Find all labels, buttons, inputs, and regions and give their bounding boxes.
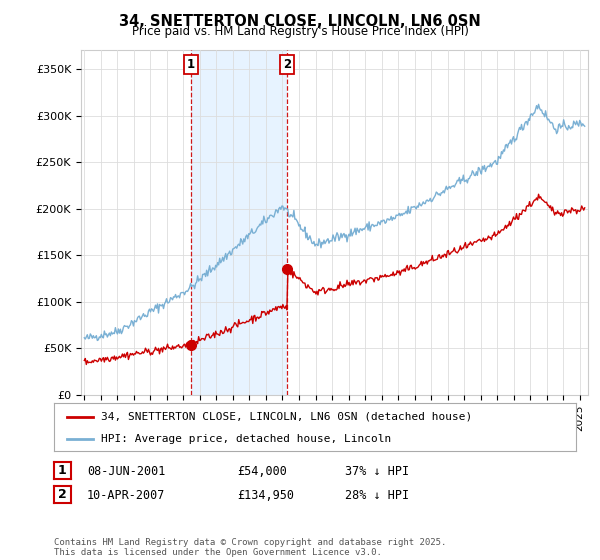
Text: 2: 2 xyxy=(283,58,291,71)
Text: Contains HM Land Registry data © Crown copyright and database right 2025.
This d: Contains HM Land Registry data © Crown c… xyxy=(54,538,446,557)
Text: 37% ↓ HPI: 37% ↓ HPI xyxy=(345,465,409,478)
Text: 1: 1 xyxy=(58,464,67,477)
Text: 34, SNETTERTON CLOSE, LINCOLN, LN6 0SN: 34, SNETTERTON CLOSE, LINCOLN, LN6 0SN xyxy=(119,14,481,29)
Text: £134,950: £134,950 xyxy=(237,489,294,502)
Text: 08-JUN-2001: 08-JUN-2001 xyxy=(87,465,166,478)
Text: 28% ↓ HPI: 28% ↓ HPI xyxy=(345,489,409,502)
Bar xyxy=(191,50,287,395)
Text: Price paid vs. HM Land Registry's House Price Index (HPI): Price paid vs. HM Land Registry's House … xyxy=(131,25,469,38)
Text: HPI: Average price, detached house, Lincoln: HPI: Average price, detached house, Linc… xyxy=(101,434,391,444)
Text: 10-APR-2007: 10-APR-2007 xyxy=(87,489,166,502)
Text: 34, SNETTERTON CLOSE, LINCOLN, LN6 0SN (detached house): 34, SNETTERTON CLOSE, LINCOLN, LN6 0SN (… xyxy=(101,412,472,422)
Text: £54,000: £54,000 xyxy=(237,465,287,478)
Text: 1: 1 xyxy=(187,58,195,71)
Text: 2: 2 xyxy=(58,488,67,501)
